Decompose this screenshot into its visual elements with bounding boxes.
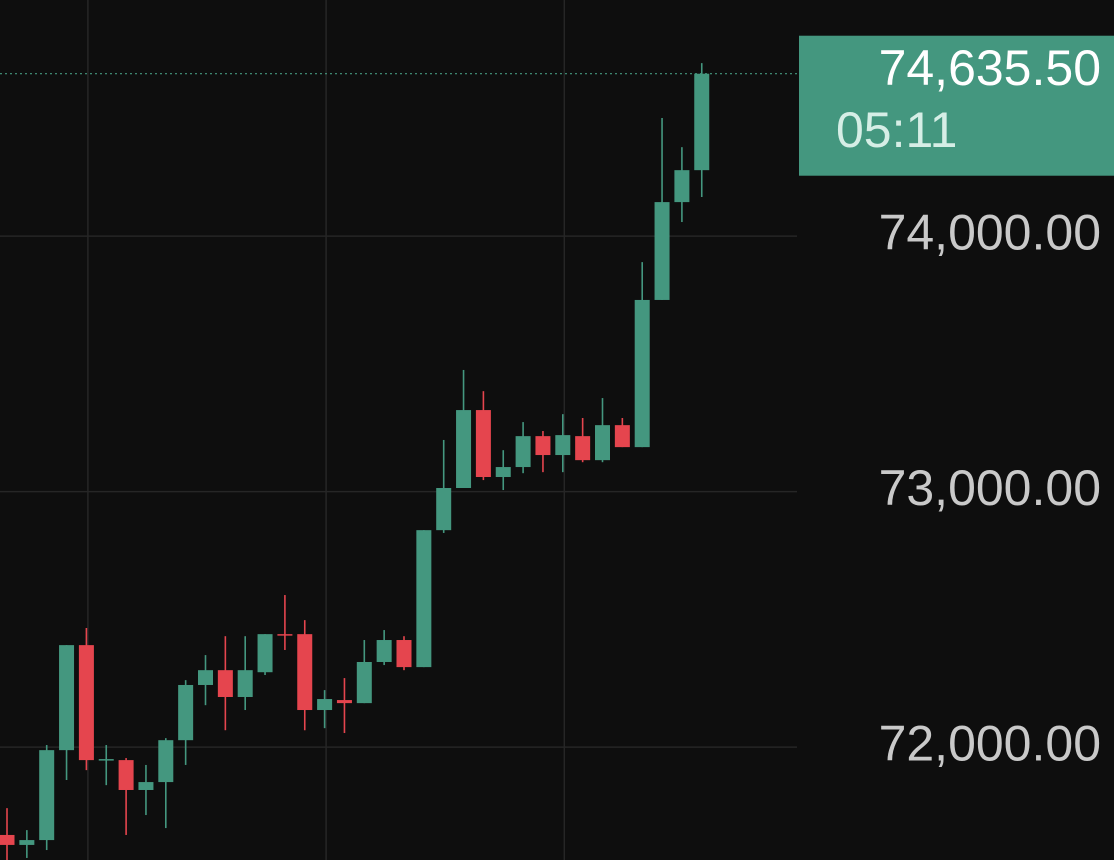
candle-body [674,170,690,203]
candle-body [138,782,154,790]
candle-body [575,436,591,461]
candle-body [376,640,392,662]
candle-body [495,467,511,478]
candle-body [336,700,352,704]
y-tick-label: 73,000.00 [879,460,1101,516]
last-price-box [799,35,1114,176]
candle-body [78,645,94,761]
y-tick-label: 74,000.00 [879,204,1101,260]
candle-body [634,299,650,448]
candle-body [198,670,213,685]
last-price-label: 74,635.50 [879,40,1101,96]
candle-body [694,73,710,171]
candle-body [396,640,412,668]
candle-body [436,487,452,531]
y-tick-label: 72,000.00 [879,715,1101,771]
candle-body [39,750,55,841]
candle-body [59,645,75,751]
candle-body [515,436,531,468]
candle-body [178,684,194,741]
candle-body [475,410,491,478]
candle-body [297,634,313,711]
candle-body [237,670,253,697]
price-axis: 72,000.00 73,000.00 74,000.00 74,635.50 05:1… [799,35,1114,771]
candle-body [277,634,293,636]
candle-body [0,834,15,845]
candle-body [595,425,610,461]
candle-body [19,840,35,845]
candle-body [257,634,273,673]
candle-body [654,202,670,300]
countdown: 05:11 [836,102,957,158]
plot [0,63,797,860]
candle-body [217,670,233,697]
candle-body [535,436,551,456]
candle-body [158,740,174,783]
candle-body [555,435,571,456]
candle-body [416,530,432,668]
candle-body [614,425,630,448]
candle-body [456,410,472,488]
candle-body [98,759,114,761]
candle-body [118,760,134,790]
candle-body [356,661,372,704]
candle-body [317,699,333,711]
